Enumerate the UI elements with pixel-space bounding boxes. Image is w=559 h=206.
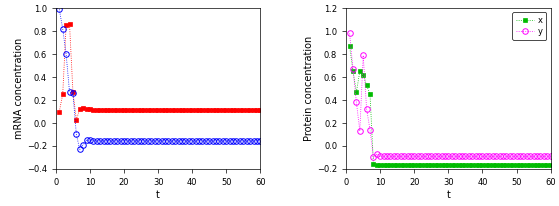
x [383, 164, 390, 167]
y [346, 32, 353, 35]
y [408, 155, 414, 158]
Y-axis label: mRNA concentration: mRNA concentration [14, 38, 24, 139]
y [418, 155, 424, 158]
x [401, 164, 408, 167]
x [408, 164, 414, 167]
x [547, 164, 554, 167]
Legend: x, y: x, y [512, 12, 547, 40]
x [373, 164, 380, 167]
x [346, 45, 353, 47]
x [418, 164, 424, 167]
X-axis label: t: t [156, 190, 160, 200]
y [370, 156, 377, 159]
x [414, 164, 421, 167]
Y-axis label: Protein concentration: Protein concentration [304, 36, 314, 141]
x [476, 164, 482, 167]
y [547, 155, 554, 158]
X-axis label: t: t [447, 190, 451, 200]
y [476, 155, 482, 158]
y [401, 155, 408, 158]
Line: x: x [348, 44, 552, 167]
Line: y: y [347, 31, 553, 160]
y [383, 155, 390, 158]
y [414, 155, 421, 158]
